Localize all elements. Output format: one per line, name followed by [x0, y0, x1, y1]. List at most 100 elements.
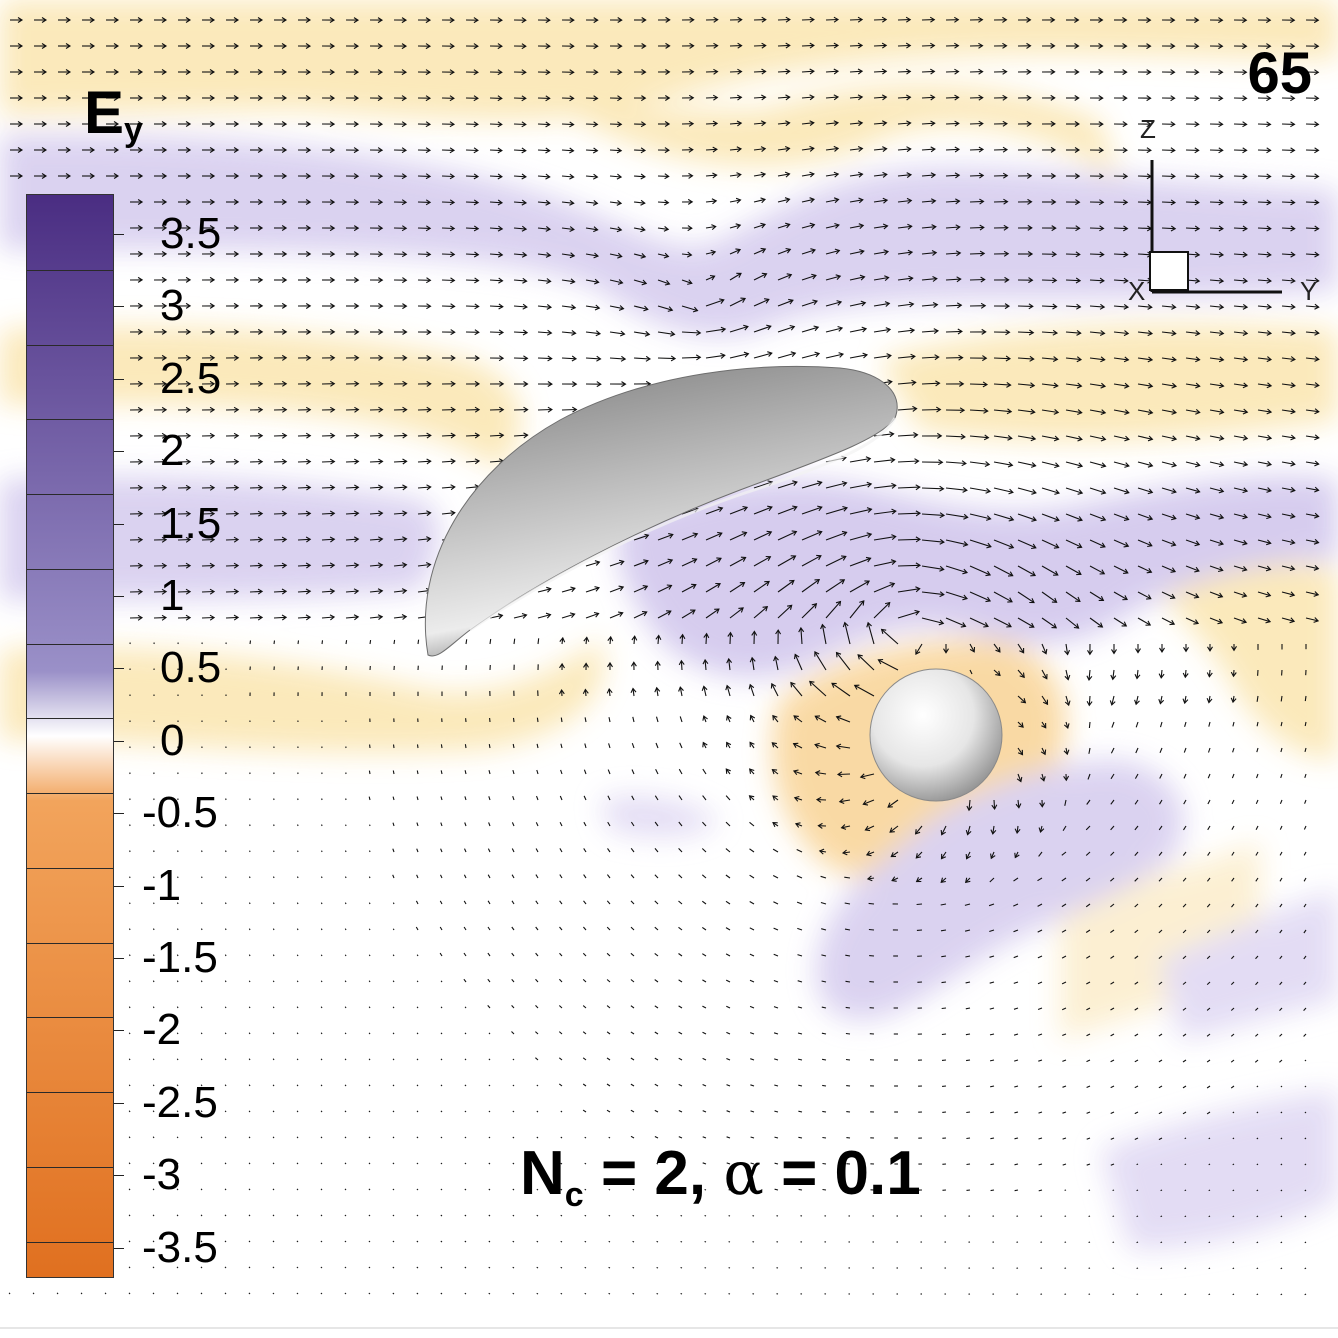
field-arrow-head: [305, 173, 312, 179]
field-arrow-head: [809, 145, 815, 152]
field-arrow: [488, 796, 491, 801]
field-arrow: [657, 253, 669, 258]
field-arrow-head: [545, 612, 552, 619]
field-arrow: [273, 564, 287, 567]
field-arrow-head: [1171, 409, 1178, 415]
field-arrow-head: [709, 274, 716, 281]
field-arrow: [1305, 409, 1319, 413]
field-arrow-head: [89, 121, 96, 127]
field-arrow-head: [233, 43, 240, 49]
field-arrow-head: [785, 120, 791, 127]
field-arrow: [176, 1188, 179, 1191]
field-arrow-head: [711, 224, 717, 231]
field-arrow: [488, 744, 491, 749]
field-arrow: [825, 198, 839, 203]
field-arrow-head: [959, 407, 966, 414]
field-arrow-head: [1146, 69, 1152, 76]
field-arrow-head: [1218, 251, 1225, 258]
field-arrow: [535, 848, 539, 853]
field-arrow-head: [1290, 173, 1296, 180]
field-arrow: [465, 639, 468, 645]
field-arrow: [822, 1188, 827, 1191]
field-arrow: [1232, 1215, 1235, 1218]
field-arrow: [726, 1031, 731, 1035]
field-arrow: [1161, 487, 1177, 493]
field-arrow-head: [65, 95, 72, 101]
field-arrow-head: [1019, 672, 1025, 679]
field-arrow-head: [1077, 462, 1084, 469]
field-arrow: [608, 717, 611, 723]
field-arrow-head: [137, 225, 144, 231]
field-arrow: [1137, 461, 1153, 467]
field-arrow-head: [1004, 276, 1010, 283]
field-arrow: [1137, 331, 1153, 335]
field-arrow: [561, 408, 577, 411]
field-arrow-head: [378, 380, 384, 387]
field-arrow: [702, 1031, 707, 1035]
field-arrow-head: [257, 484, 264, 491]
field-arrow: [705, 200, 717, 203]
field-arrow: [678, 1136, 683, 1139]
field-arrow: [969, 461, 990, 466]
field-arrow: [606, 1057, 611, 1061]
field-arrow-head: [703, 632, 710, 639]
field-arrow: [1280, 773, 1283, 779]
field-arrow-head: [1038, 827, 1045, 834]
field-arrow: [1086, 1085, 1091, 1089]
field-arrow: [1233, 227, 1247, 230]
field-arrow-head: [1195, 461, 1201, 468]
colorbar-segment-line: [27, 345, 113, 346]
field-arrow: [536, 1110, 539, 1113]
field-arrow-head: [811, 273, 817, 280]
field-arrow: [513, 253, 527, 256]
field-arrow-head: [1054, 516, 1060, 522]
field-arrow: [797, 980, 803, 983]
field-arrow-head: [1218, 147, 1224, 154]
field-arrow: [969, 669, 973, 675]
field-arrow: [633, 611, 647, 619]
field-arrow: [1041, 643, 1047, 654]
field-arrow: [512, 1188, 515, 1191]
field-arrow: [392, 1266, 395, 1269]
field-arrow: [393, 639, 396, 645]
field-arrow: [819, 850, 827, 853]
field-arrow: [297, 616, 311, 619]
field-arrow: [582, 1057, 587, 1061]
field-arrow-head: [884, 601, 891, 608]
field-arrow: [272, 1266, 275, 1269]
field-arrow-head: [1314, 303, 1320, 310]
field-arrow-head: [425, 95, 432, 102]
field-arrow-head: [521, 69, 527, 76]
field-arrow: [200, 1214, 203, 1217]
field-arrow: [345, 434, 359, 437]
field-arrow-head: [89, 147, 96, 153]
field-arrow-head: [185, 380, 192, 387]
field-arrow: [607, 848, 611, 853]
field-arrow-head: [185, 328, 192, 335]
field-arrow-head: [1314, 486, 1320, 493]
field-arrow: [921, 96, 935, 99]
field-arrow-head: [1218, 69, 1224, 76]
field-arrow-head: [281, 225, 288, 231]
field-arrow-head: [814, 715, 821, 721]
field-arrow-head: [715, 582, 721, 589]
field-arrow-head: [305, 303, 312, 309]
field-arrow: [1062, 1163, 1067, 1166]
field-arrow-head: [816, 530, 823, 536]
field-arrow: [1089, 357, 1105, 361]
colorbar-segment-line: [27, 419, 113, 420]
field-arrow: [321, 640, 324, 645]
field-arrow-head: [1314, 173, 1320, 180]
field-arrow-head: [725, 684, 731, 691]
field-arrow: [321, 616, 335, 619]
field-arrow: [678, 1083, 683, 1087]
field-arrow-head: [881, 16, 888, 23]
field-arrow: [369, 590, 383, 593]
colorbar-tick-label: 0: [160, 715, 185, 765]
field-arrow-head: [209, 121, 216, 127]
field-arrow: [1161, 331, 1176, 335]
field-arrow: [1061, 955, 1067, 959]
field-arrow: [990, 1163, 995, 1166]
field-arrow-head: [523, 406, 529, 413]
field-arrow: [249, 616, 263, 619]
